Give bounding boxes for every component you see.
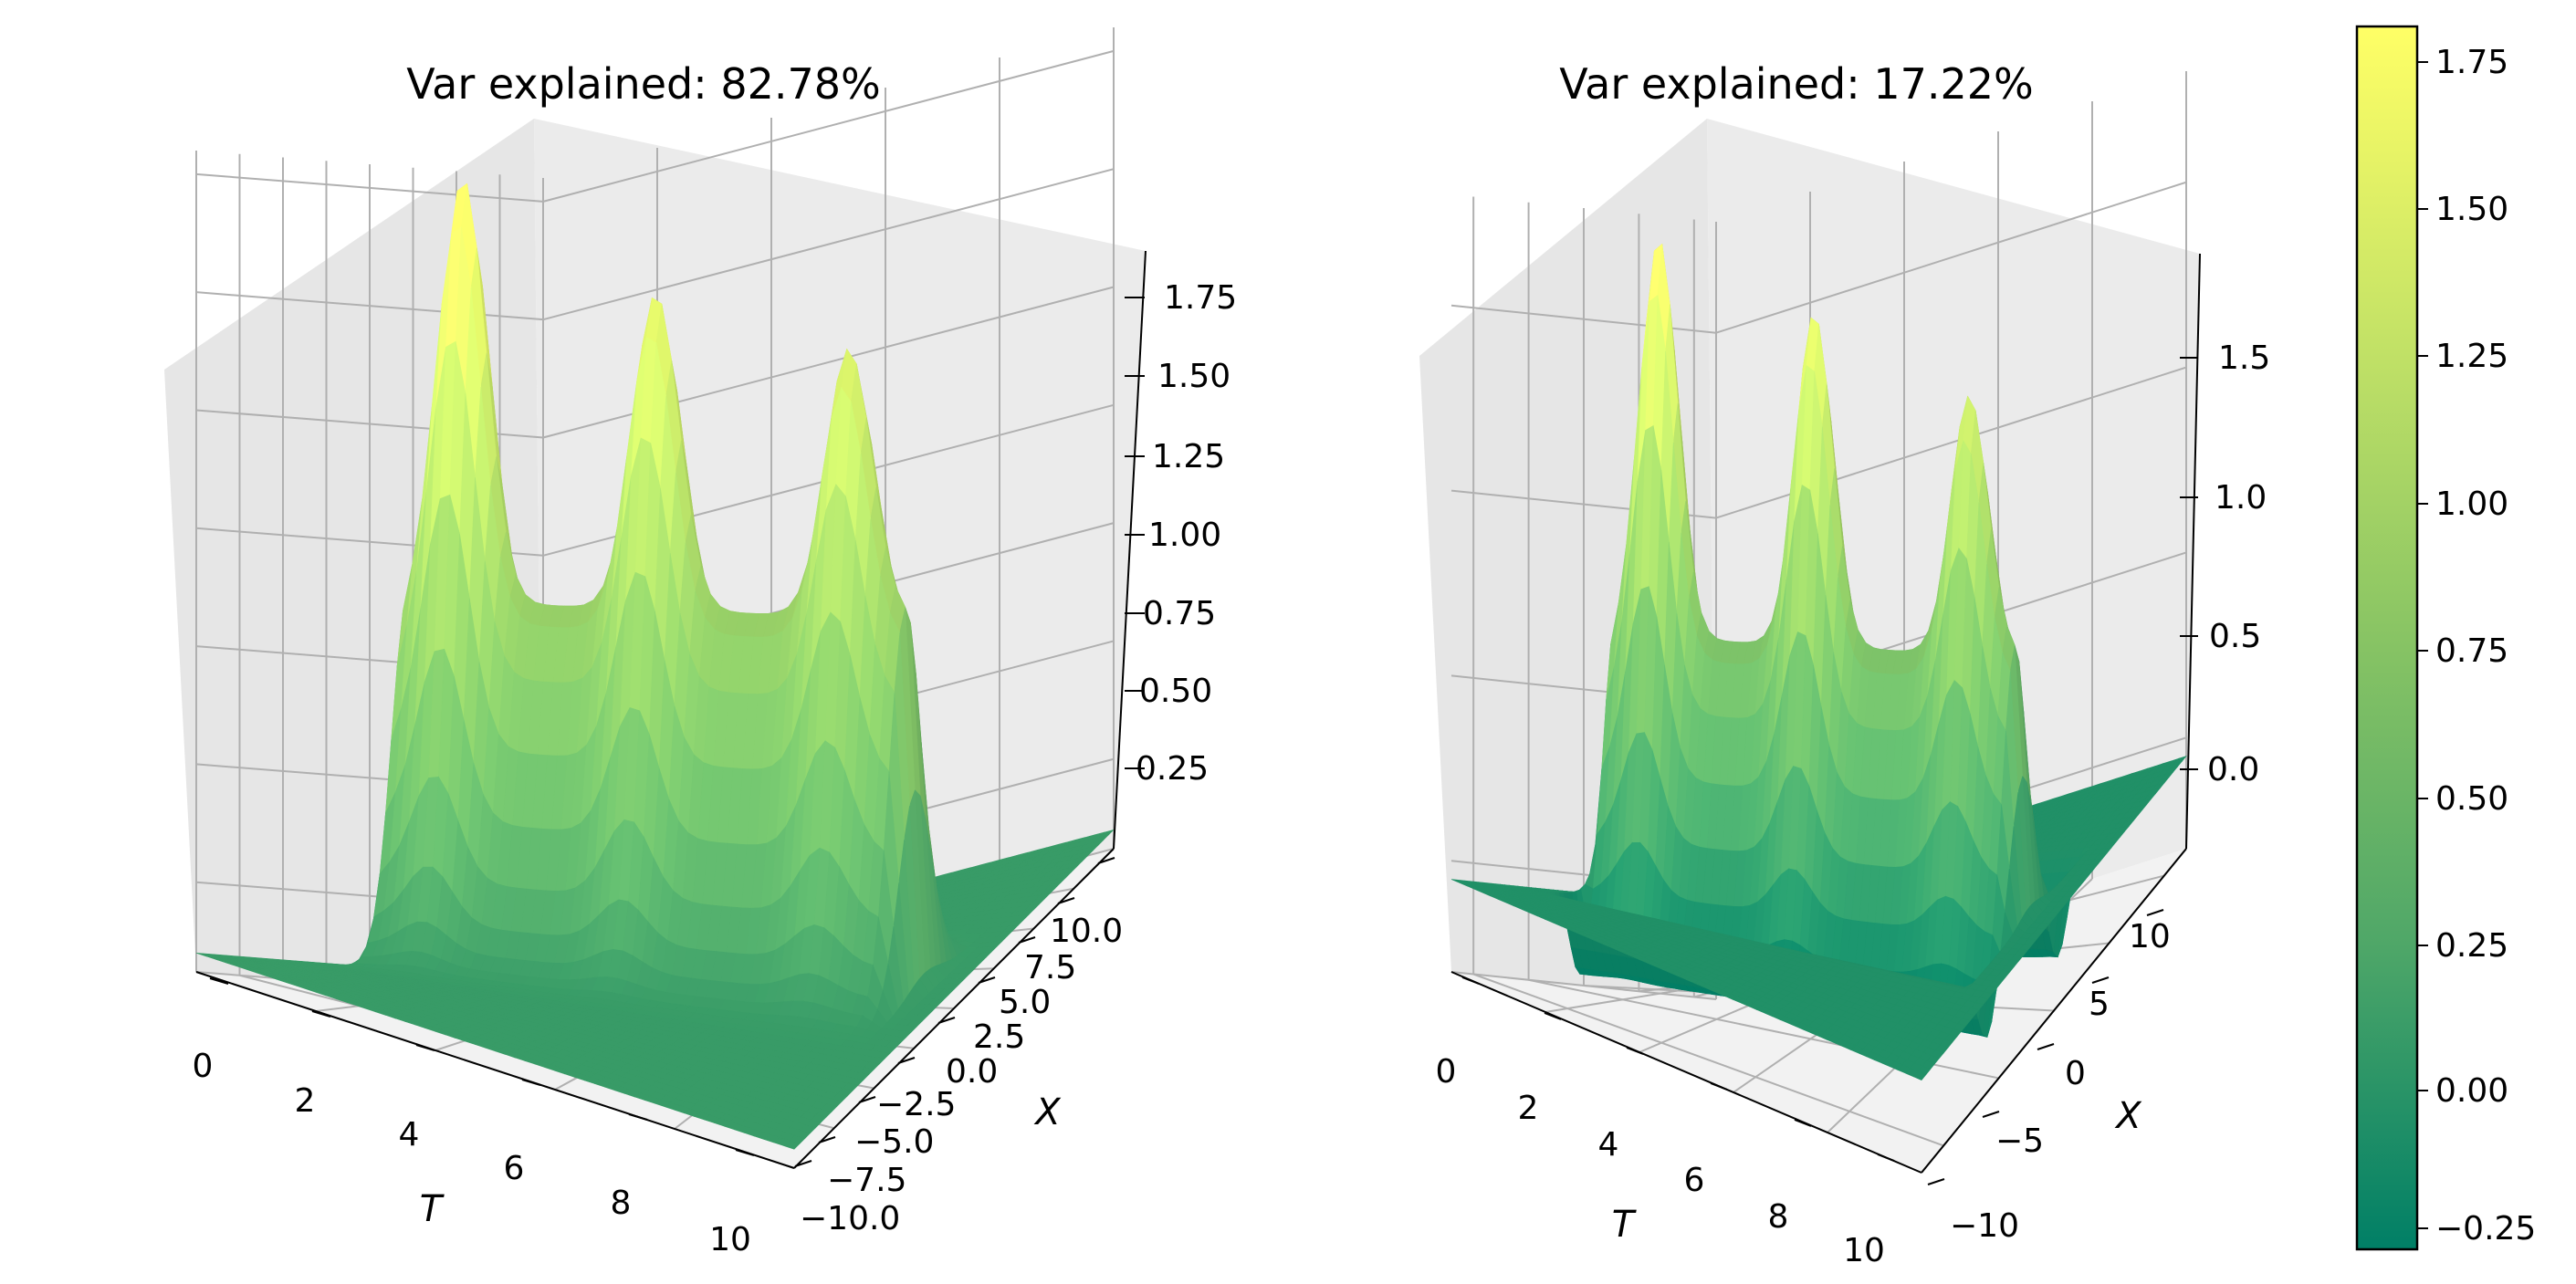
left-z-tick-label: 1.50 <box>1157 358 1230 395</box>
left-x-tick-label: 2.5 <box>973 1018 1025 1056</box>
left-z-tick-label: 0.25 <box>1136 750 1209 788</box>
left-x-tick-label: −10.0 <box>800 1200 900 1237</box>
left-z-tick-label: 1.75 <box>1164 279 1237 317</box>
left-t-tick-label: 10 <box>709 1221 751 1258</box>
left-t-tick-label: 6 <box>504 1150 525 1187</box>
grid-line <box>542 168 1115 321</box>
left-x-tick-label: −2.5 <box>876 1086 956 1123</box>
left-z-tick-label: 0.50 <box>1139 673 1212 710</box>
left-t-tick-label: 8 <box>611 1185 632 1222</box>
left-t-tick-label: 4 <box>399 1116 420 1154</box>
left-x-tick-label: 5.0 <box>999 984 1051 1021</box>
left-t-tick-label: 0 <box>193 1048 214 1085</box>
left-t-axis-label: T <box>420 1188 445 1230</box>
left-z-tick-label: 0.75 <box>1143 595 1216 632</box>
right-surface-plot: Var explained: 17.22% 0 2 4 6 8 10 T <box>1419 59 2270 1269</box>
left-x-tick-label: 10.0 <box>1050 913 1123 950</box>
left-surface <box>195 183 1115 1150</box>
left-x-tick-label: −5.0 <box>854 1123 934 1161</box>
left-x-tick-label: 7.5 <box>1024 949 1076 986</box>
left-surface-plot: Var explained: 82.78% 0 2 4 6 8 10 T <box>164 27 1237 1258</box>
grid-line <box>542 49 1115 203</box>
left-x-tick-label: −7.5 <box>827 1162 906 1199</box>
left-x-axis-label: X <box>1033 1091 1062 1133</box>
left-plot-title: Var explained: 82.78% <box>406 59 880 109</box>
left-z-tick-label: 1.00 <box>1148 517 1221 554</box>
grid-line <box>195 172 544 203</box>
right-plot-title: Var explained: 17.22% <box>1559 59 2033 109</box>
left-z-tick-label: 1.25 <box>1152 438 1225 475</box>
left-t-tick-label: 2 <box>295 1082 316 1120</box>
left-z-tick-labels: 1.75 1.50 1.25 1.00 0.75 0.50 0.25 <box>1125 279 1237 788</box>
left-x-tick-label: 0.0 <box>946 1053 998 1091</box>
